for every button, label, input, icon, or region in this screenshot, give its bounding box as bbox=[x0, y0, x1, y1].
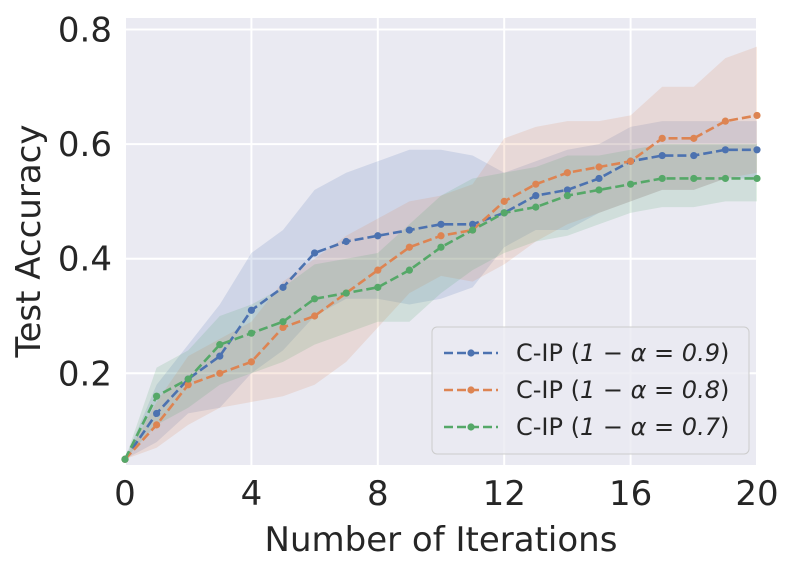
data-point bbox=[532, 180, 540, 188]
data-point bbox=[311, 312, 319, 320]
data-point bbox=[153, 409, 161, 418]
x-tick-label: 4 bbox=[241, 474, 263, 514]
data-point bbox=[216, 352, 224, 360]
data-point bbox=[595, 174, 603, 183]
data-point bbox=[153, 421, 161, 429]
data-point bbox=[342, 289, 350, 297]
data-point bbox=[595, 163, 603, 171]
data-point bbox=[563, 186, 572, 194]
legend-marker-3 bbox=[467, 423, 475, 431]
legend-marker-2 bbox=[467, 386, 475, 394]
data-point bbox=[721, 146, 730, 154]
data-point bbox=[690, 134, 698, 142]
legend-label-3: C-IP (1 − α = 0.7) bbox=[516, 413, 729, 441]
x-axis-label: Number of Iterations bbox=[265, 520, 618, 560]
data-point bbox=[532, 192, 540, 200]
data-point bbox=[563, 169, 572, 177]
data-point bbox=[563, 192, 572, 200]
data-point bbox=[247, 358, 255, 366]
data-point bbox=[658, 151, 666, 160]
x-tick-label: 20 bbox=[735, 474, 778, 514]
legend-frame bbox=[431, 326, 750, 455]
data-point bbox=[721, 174, 730, 183]
y-axis-label: Test Accuracy bbox=[9, 125, 49, 359]
data-point bbox=[153, 392, 161, 400]
y-tick-label: 0.4 bbox=[58, 240, 112, 280]
data-point bbox=[374, 232, 382, 240]
data-point bbox=[753, 146, 761, 154]
data-point bbox=[374, 283, 382, 291]
x-tick-labels: 0 4 8 12 16 20 bbox=[114, 474, 778, 514]
data-point bbox=[216, 369, 224, 377]
data-point bbox=[627, 157, 635, 165]
data-point bbox=[405, 243, 413, 251]
confidence-band-2 bbox=[125, 46, 757, 460]
y-tick-label: 0.8 bbox=[58, 10, 112, 50]
data-point bbox=[247, 306, 255, 314]
data-point bbox=[184, 381, 192, 389]
data-point bbox=[500, 197, 508, 205]
data-point bbox=[216, 341, 224, 349]
data-point bbox=[469, 220, 477, 228]
data-point bbox=[279, 318, 287, 326]
y-tick-label: 0.6 bbox=[58, 125, 112, 165]
data-point bbox=[469, 226, 477, 234]
series-points bbox=[121, 111, 761, 463]
x-tick-label: 0 bbox=[114, 474, 136, 514]
data-point bbox=[405, 266, 413, 274]
data-point bbox=[121, 455, 129, 463]
data-point bbox=[437, 243, 445, 251]
data-point bbox=[374, 266, 382, 274]
x-tick-label: 12 bbox=[483, 474, 526, 514]
data-point bbox=[500, 209, 508, 217]
y-tick-labels: 0.2 0.4 0.6 0.8 bbox=[58, 10, 112, 394]
data-point bbox=[247, 329, 255, 337]
data-point bbox=[658, 134, 666, 142]
x-tick-label: 8 bbox=[367, 474, 389, 514]
legend: C-IP (1 − α = 0.9) C-IP (1 − α = 0.8) C-IP… bbox=[431, 326, 750, 455]
data-point bbox=[279, 323, 287, 332]
data-point bbox=[690, 151, 698, 160]
data-point bbox=[627, 180, 635, 188]
data-point bbox=[753, 111, 761, 120]
data-point bbox=[311, 249, 319, 257]
legend-label-2: C-IP (1 − α = 0.8) bbox=[516, 376, 729, 404]
legend-marker-1 bbox=[467, 349, 475, 357]
confidence-band-1 bbox=[125, 121, 757, 460]
data-point bbox=[184, 375, 192, 383]
x-tick-label: 16 bbox=[609, 474, 652, 514]
data-point bbox=[279, 283, 287, 291]
data-point bbox=[311, 295, 319, 303]
confidence-bands bbox=[125, 46, 757, 460]
data-point bbox=[342, 237, 350, 246]
data-point bbox=[437, 232, 445, 240]
y-tick-label: 0.2 bbox=[58, 354, 112, 394]
data-point bbox=[595, 186, 603, 194]
data-point bbox=[721, 117, 730, 125]
data-point bbox=[405, 226, 413, 234]
data-point bbox=[753, 174, 761, 183]
data-point bbox=[532, 203, 540, 211]
legend-label-1: C-IP (1 − α = 0.9) bbox=[516, 339, 729, 367]
data-point bbox=[690, 174, 698, 183]
confidence-band-3 bbox=[125, 144, 757, 460]
data-point bbox=[658, 174, 666, 183]
data-point bbox=[437, 220, 445, 228]
